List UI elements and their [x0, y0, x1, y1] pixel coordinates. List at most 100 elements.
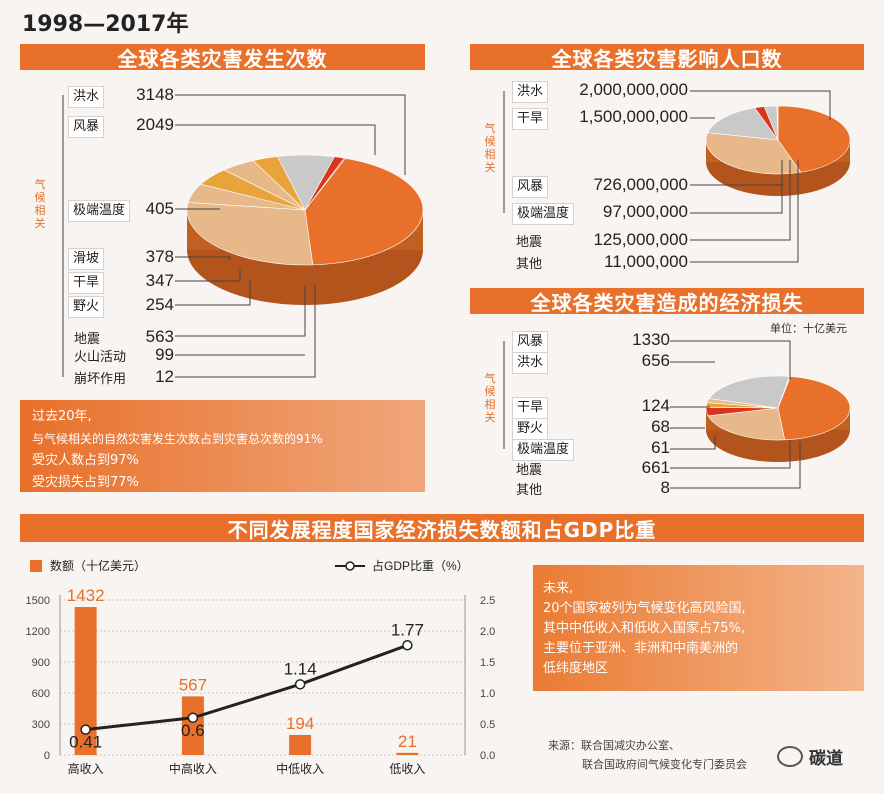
bar-label-3: 194	[286, 714, 314, 733]
pie-slice-6	[708, 375, 790, 409]
left-tick-label: 1200	[26, 626, 50, 638]
line-label-3: 1.14	[284, 659, 317, 678]
pie-slice-2	[705, 132, 802, 175]
population-value-6: 11,000,000	[604, 252, 688, 271]
left-tick-label: 0	[44, 750, 50, 762]
population-name-6: 其他	[516, 257, 543, 272]
summary-line-2: 与气候相关的自然灾害发生次数占到灾害总次数的91%	[32, 432, 323, 446]
line-point-1	[80, 724, 91, 735]
frequency-value-9: 12	[155, 367, 174, 386]
summary-line-4: 受灾损失占到77%	[32, 475, 139, 490]
future-line-4: 主要位于亚洲、非洲和中南美洲的	[543, 641, 739, 656]
source-note: 来源：联合国减灾办公室、 联合国政府间气候变化专门委员会	[548, 736, 747, 774]
population-name-5: 地震	[516, 235, 543, 250]
right-tick-label: 2.0	[480, 626, 495, 638]
pie-slice-1	[777, 105, 851, 173]
frequency-name-3: 极端温度	[68, 200, 131, 222]
category-label-2: 中高收入	[169, 761, 217, 776]
pie-slice-2	[707, 407, 786, 441]
population-name-4: 极端温度	[512, 203, 575, 225]
loss-climate-label: 气候相关	[484, 372, 496, 424]
category-label-1: 高收入	[68, 761, 104, 776]
frequency-name-8: 火山活动	[74, 350, 127, 365]
loss-value-4: 68	[651, 417, 670, 436]
future-note: 未来, 20个国家被列为气候变化高风险国, 其中中低收入和低收入国家占75%, …	[533, 565, 864, 691]
loss-banner: 全球各类灾害造成的经济损失	[470, 288, 864, 315]
loss-unit: 单位：十亿美元	[770, 322, 847, 335]
population-value-4: 97,000,000	[602, 202, 688, 221]
watermark: 碳道	[777, 744, 843, 769]
pie-slice-2	[186, 202, 314, 266]
line-point-2	[187, 712, 199, 724]
frequency-value-6: 254	[145, 295, 174, 314]
legend-line-marker	[345, 561, 355, 571]
left-tick-label: 1500	[26, 595, 50, 607]
frequency-name-2: 风暴	[68, 116, 105, 138]
source-line-1: 来源：联合国减灾办公室、	[548, 739, 680, 752]
loss-value-2: 656	[641, 351, 670, 370]
loss-name-2: 洪水	[512, 352, 549, 374]
category-label-3: 中低收入	[276, 761, 324, 776]
right-tick-label: 0.0	[480, 750, 495, 762]
population-climate-label: 气候相关	[484, 122, 496, 174]
loss-name-6: 地震	[516, 463, 543, 478]
frequency-value-5: 347	[145, 271, 174, 290]
population-name-3: 风暴	[512, 176, 549, 198]
frequency-name-7: 地震	[74, 332, 101, 347]
wechat-icon	[777, 746, 803, 767]
future-line-1: 未来,	[543, 581, 574, 596]
gdp-chart: 数额（十亿美元） 占GDP比重（%） 1500 1200 900 600 300 0 2.5…	[26, 558, 496, 776]
loss-value-5: 61	[651, 438, 670, 457]
population-pie-chart	[705, 105, 851, 196]
frequency-pie-chart	[186, 154, 424, 305]
gdp-share-line	[85, 643, 408, 732]
frequency-value-8: 99	[155, 345, 174, 364]
population-value-3: 726,000,000	[593, 175, 688, 194]
line-point-3	[294, 679, 306, 690]
legend-bar-label: 数额（十亿美元）	[50, 558, 146, 573]
loss-value-6: 661	[641, 458, 670, 477]
bar-label-2: 567	[179, 675, 207, 694]
population-name-2: 干旱	[512, 108, 549, 130]
frequency-name-1: 洪水	[68, 86, 105, 108]
pie-slice-1	[777, 376, 851, 441]
gdp-banner: 不同发展程度国家经济损失数额和占GDP比重	[20, 514, 864, 542]
line-label-1: 0.41	[69, 733, 102, 752]
future-line-2: 20个国家被列为气候变化高风险国,	[543, 601, 746, 616]
frequency-value-3: 405	[145, 199, 174, 218]
summary-line-1: 过去20年,	[32, 409, 92, 424]
frequency-name-9: 崩坏作用	[74, 372, 127, 387]
pie-slice-9	[304, 157, 346, 211]
right-tick-label: 0.5	[480, 719, 495, 731]
loss-value-7: 8	[660, 478, 670, 497]
bar-3	[289, 734, 312, 755]
population-leader-lines	[503, 90, 831, 263]
summary-line-3: 受灾人数占到97%	[32, 453, 139, 468]
bar-label-1: 1432	[67, 586, 105, 605]
loss-value-3: 124	[641, 396, 670, 415]
frequency-name-6: 野火	[68, 296, 105, 318]
line-point-4	[402, 640, 413, 651]
population-banner: 全球各类灾害影响人口数	[470, 44, 864, 71]
line-label-4: 1.77	[391, 620, 424, 639]
legend-line-label: 占GDP比重（%）	[372, 558, 469, 573]
loss-pie-chart	[705, 375, 851, 462]
legend-bar-swatch	[30, 560, 42, 572]
watermark-text: 碳道	[809, 749, 843, 769]
loss-name-1: 风暴	[512, 331, 549, 353]
frequency-leader-lines	[62, 94, 406, 378]
loss-leader-lines	[503, 340, 801, 489]
loss-name-4: 野火	[512, 418, 549, 440]
frequency-value-2: 2049	[136, 115, 174, 134]
left-tick-label: 600	[32, 688, 50, 700]
population-value-5: 125,000,000	[593, 230, 688, 249]
category-label-4: 低收入	[389, 762, 425, 776]
bar-label-4: 21	[398, 732, 417, 751]
future-line-5: 低纬度地区	[543, 661, 609, 676]
right-tick-label: 1.5	[480, 657, 495, 669]
frequency-name-5: 干旱	[68, 272, 105, 294]
future-line-3: 其中中低收入和低收入国家占75%,	[543, 621, 746, 636]
bar-4	[396, 752, 419, 755]
right-tick-label: 2.5	[480, 595, 495, 607]
loss-value-1: 1330	[632, 330, 670, 349]
